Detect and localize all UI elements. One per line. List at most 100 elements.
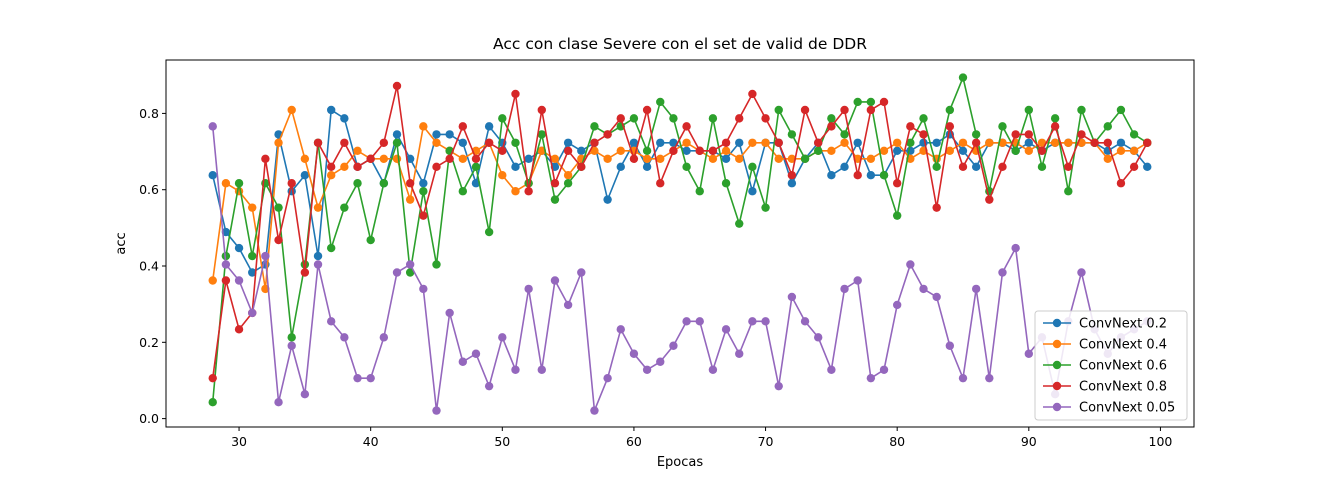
- data-point: [471, 154, 481, 164]
- legend-marker: [1052, 318, 1062, 328]
- data-point: [906, 122, 915, 131]
- data-point: [840, 138, 849, 147]
- data-point: [642, 105, 652, 115]
- data-point: [392, 138, 402, 147]
- data-point: [550, 154, 560, 164]
- data-point: [326, 162, 336, 172]
- data-point: [234, 325, 244, 334]
- data-point: [971, 138, 981, 147]
- data-point: [1103, 122, 1112, 131]
- data-point: [313, 260, 323, 269]
- data-point: [642, 154, 652, 164]
- data-point: [656, 357, 665, 366]
- data-point: [774, 105, 783, 115]
- x-tick-label: 50: [494, 434, 510, 449]
- data-point: [629, 114, 639, 123]
- data-point: [590, 146, 599, 155]
- data-point: [221, 276, 231, 285]
- data-point: [392, 268, 402, 277]
- data-point: [735, 114, 744, 123]
- data-point: [1011, 146, 1020, 155]
- data-point: [498, 333, 507, 342]
- data-point: [840, 130, 849, 139]
- data-point: [971, 162, 981, 172]
- data-point: [340, 333, 349, 342]
- data-point: [340, 203, 349, 212]
- data-point: [761, 114, 770, 123]
- data-point: [537, 130, 546, 139]
- legend-label: ConvNext 0.4: [1079, 338, 1167, 353]
- data-point: [932, 138, 941, 147]
- data-point: [958, 146, 968, 155]
- data-point: [366, 154, 375, 164]
- data-point: [498, 171, 507, 180]
- data-point: [537, 365, 546, 374]
- data-point: [1064, 187, 1073, 196]
- data-point: [1090, 138, 1099, 147]
- data-point: [919, 138, 928, 147]
- data-point: [603, 195, 612, 204]
- x-tick-label: 90: [1021, 434, 1037, 449]
- data-point: [326, 317, 336, 326]
- data-point: [458, 187, 468, 196]
- legend-item: ConvNext 0.2: [1043, 317, 1167, 332]
- data-point: [274, 203, 283, 212]
- data-point: [524, 154, 533, 164]
- y-axis-label: acc: [114, 232, 129, 254]
- plot-area: [208, 73, 1152, 415]
- data-point: [761, 317, 770, 326]
- x-tick-label: 30: [231, 434, 247, 449]
- data-point: [892, 211, 902, 220]
- data-point: [353, 373, 362, 383]
- data-point: [1024, 105, 1034, 115]
- data-point: [274, 398, 283, 407]
- data-point: [208, 398, 217, 407]
- data-point: [945, 341, 955, 350]
- data-point: [287, 105, 296, 115]
- data-point: [208, 122, 217, 131]
- data-point: [353, 179, 362, 188]
- data-point: [892, 146, 902, 155]
- data-point: [590, 138, 599, 147]
- data-point: [1050, 114, 1060, 123]
- y-tick-label: 0.0: [139, 411, 159, 426]
- data-point: [669, 341, 678, 350]
- data-point: [945, 122, 955, 131]
- data-point: [1077, 130, 1086, 139]
- data-point: [511, 89, 520, 99]
- data-point: [300, 171, 310, 180]
- data-point: [577, 146, 586, 155]
- data-point: [866, 97, 876, 107]
- data-point: [221, 179, 231, 188]
- data-point: [208, 373, 217, 383]
- data-point: [590, 406, 599, 415]
- data-point: [735, 349, 744, 358]
- data-point: [800, 154, 810, 164]
- data-point: [761, 138, 770, 147]
- data-point: [998, 162, 1007, 172]
- data-point: [682, 122, 691, 131]
- legend-item: ConvNext 0.8: [1043, 380, 1167, 395]
- data-point: [471, 349, 481, 358]
- data-point: [892, 138, 902, 147]
- data-point: [879, 365, 889, 374]
- data-point: [1064, 162, 1073, 172]
- data-point: [814, 138, 823, 147]
- data-point: [603, 373, 612, 383]
- data-point: [800, 105, 810, 115]
- data-point: [958, 73, 968, 82]
- chart-title: Acc con clase Severe con el set de valid…: [493, 35, 867, 53]
- data-point: [432, 260, 441, 269]
- data-point: [340, 138, 349, 147]
- y-tick-label: 0.4: [139, 259, 159, 274]
- data-point: [814, 146, 823, 155]
- data-point: [326, 171, 336, 180]
- data-point: [985, 373, 994, 383]
- data-point: [695, 187, 704, 196]
- data-point: [1129, 146, 1139, 155]
- legend-marker: [1052, 381, 1062, 391]
- data-point: [748, 162, 757, 172]
- data-point: [616, 114, 625, 123]
- data-point: [1143, 138, 1152, 147]
- data-point: [695, 146, 704, 155]
